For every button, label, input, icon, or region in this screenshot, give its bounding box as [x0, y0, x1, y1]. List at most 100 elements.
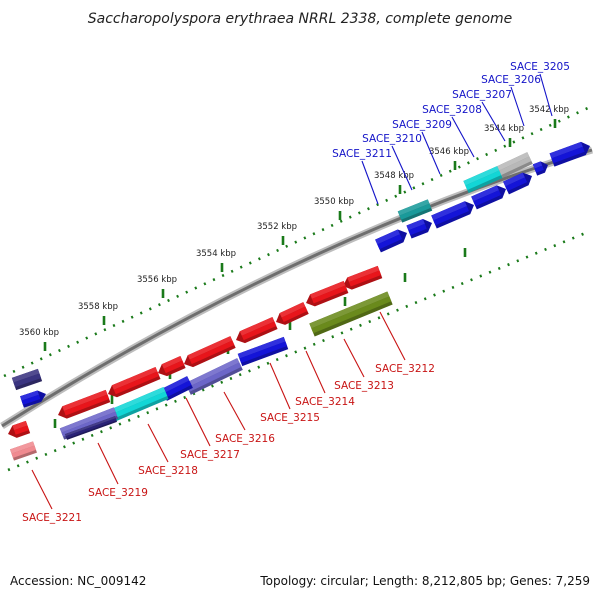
gene-arrow-highlight — [471, 185, 499, 202]
gene-label-forward-leader — [421, 131, 441, 175]
gene-arrow-highlight — [463, 166, 500, 186]
gene-arrow-face — [163, 380, 192, 398]
gene-arrow — [11, 368, 43, 391]
gene-arrow-highlight — [185, 358, 240, 388]
gene-arrow — [406, 219, 432, 239]
tick-label: 3556 kbp — [137, 275, 177, 285]
gene-arrow-highlight — [406, 219, 425, 231]
gene-arrow-highlight — [59, 407, 116, 433]
gene-arrow-face — [65, 418, 117, 439]
tick-row-upper — [3, 106, 589, 378]
gene-arrow — [532, 161, 548, 176]
gene-arrow-face — [408, 223, 427, 236]
backbone-core — [1, 148, 593, 428]
gene-label-forward-leader — [539, 73, 553, 117]
gene-arrow-face — [311, 296, 392, 334]
gene-arrow — [549, 141, 590, 167]
gene-arrow — [503, 172, 532, 195]
gene-arrow-highlight — [532, 161, 543, 169]
gene-arrow-highlight — [279, 302, 306, 318]
gene-arrow-face — [11, 445, 36, 458]
gene-arrow-highlight — [549, 141, 583, 159]
gene-arrow-highlight — [431, 201, 467, 221]
gene-arrow-highlight — [111, 387, 166, 414]
gene-arrow — [276, 302, 309, 325]
gene-features — [8, 141, 590, 461]
gene-arrow — [309, 291, 393, 337]
gene-arrow-highlight — [161, 356, 183, 369]
gene-arrow-face — [113, 371, 160, 395]
gene-arrow — [306, 280, 349, 307]
gene-arrow — [237, 336, 289, 367]
gene-arrow-highlight — [239, 317, 275, 336]
gene-label-reverse-leader — [31, 469, 53, 510]
gene-arrow-face — [399, 203, 432, 220]
gene-arrow-face — [377, 234, 403, 250]
gene-label-reverse: SACE_3218 — [138, 465, 198, 477]
gene-arrow — [184, 336, 236, 368]
gene-label-forward: SACE_3205 — [510, 61, 570, 73]
gene-arrow-face — [473, 190, 501, 207]
gene-arrow-face — [21, 394, 41, 405]
gene-label-reverse-leader — [269, 362, 291, 410]
tick-row-lower — [7, 230, 589, 472]
gene-arrow-highlight — [20, 390, 39, 401]
gene-arrow-highlight — [309, 291, 390, 329]
gene-arrow — [10, 441, 37, 461]
gene-arrow — [20, 390, 46, 408]
gene-arrow-highlight — [237, 336, 286, 359]
gene-label-forward: SACE_3206 — [481, 74, 541, 86]
gene-arrow — [158, 356, 186, 377]
gene-arrow — [185, 358, 243, 395]
accession-text: Accession: NC_009142 — [10, 574, 146, 588]
map-title: Saccharopolyspora erythraea NRRL 2338, c… — [88, 11, 513, 27]
gene-arrow — [236, 317, 278, 344]
tick-rows: 3542 kbp 3544 kbp 3546 kbp 3548 kbp 3550 kbp… — [3, 105, 589, 472]
gene-arrow — [64, 416, 118, 440]
gene-arrow-highlight — [10, 441, 35, 454]
gene-arrow-face — [465, 170, 502, 190]
gene-arrow-face — [433, 206, 469, 226]
gene-label-reverse: SACE_3213 — [334, 380, 394, 392]
gene-label-reverse-leader — [305, 350, 326, 394]
gene-arrow — [161, 376, 193, 401]
gene-arrow-face — [505, 177, 528, 192]
gene-arrow-highlight — [12, 420, 28, 431]
gene-label-reverse-leader — [223, 391, 246, 431]
gene-arrow-highlight — [503, 172, 525, 187]
gene-label-reverse-leader — [185, 397, 211, 447]
gene-arrow-face — [187, 362, 242, 392]
tick-label: 3544 kbp — [484, 124, 524, 134]
tick-label: 3552 kbp — [257, 222, 297, 232]
gene-label-forward: SACE_3208 — [422, 104, 482, 116]
gene-arrow-highlight — [397, 199, 430, 216]
gene-arrow-highlight — [375, 229, 400, 245]
gene-label-reverse: SACE_3221 — [22, 512, 82, 524]
tick-label: 3560 kbp — [19, 328, 59, 338]
gene-arrow-highlight — [64, 416, 116, 437]
gene-arrow-face — [189, 340, 235, 365]
gene-label-reverse-leader — [97, 442, 119, 485]
gene-label-forward: SACE_3210 — [362, 133, 422, 145]
tick-label: 3542 kbp — [529, 105, 569, 115]
gene-label-forward-leader — [361, 160, 379, 205]
gene-arrow — [343, 265, 383, 290]
gene-label-reverse: SACE_3212 — [375, 363, 435, 375]
gene-arrow — [397, 199, 433, 223]
tick-label: 3548 kbp — [374, 171, 414, 181]
gene-arrow — [58, 389, 111, 419]
gene-arrow-highlight — [347, 265, 380, 283]
gene-arrow-highlight — [11, 368, 40, 383]
gene-label-forward: SACE_3207 — [452, 89, 512, 101]
gene-arrow — [8, 420, 31, 438]
gene-arrow-face — [281, 306, 308, 322]
gene-label-forward: SACE_3209 — [392, 119, 452, 131]
gene-arrow — [463, 166, 503, 193]
gene-label-reverse: SACE_3217 — [180, 449, 240, 461]
gene-arrow-face — [163, 360, 185, 374]
gene-arrow-face — [63, 394, 110, 416]
tick-label: 3558 kbp — [78, 302, 118, 312]
gene-label-forward: SACE_3211 — [332, 148, 392, 160]
